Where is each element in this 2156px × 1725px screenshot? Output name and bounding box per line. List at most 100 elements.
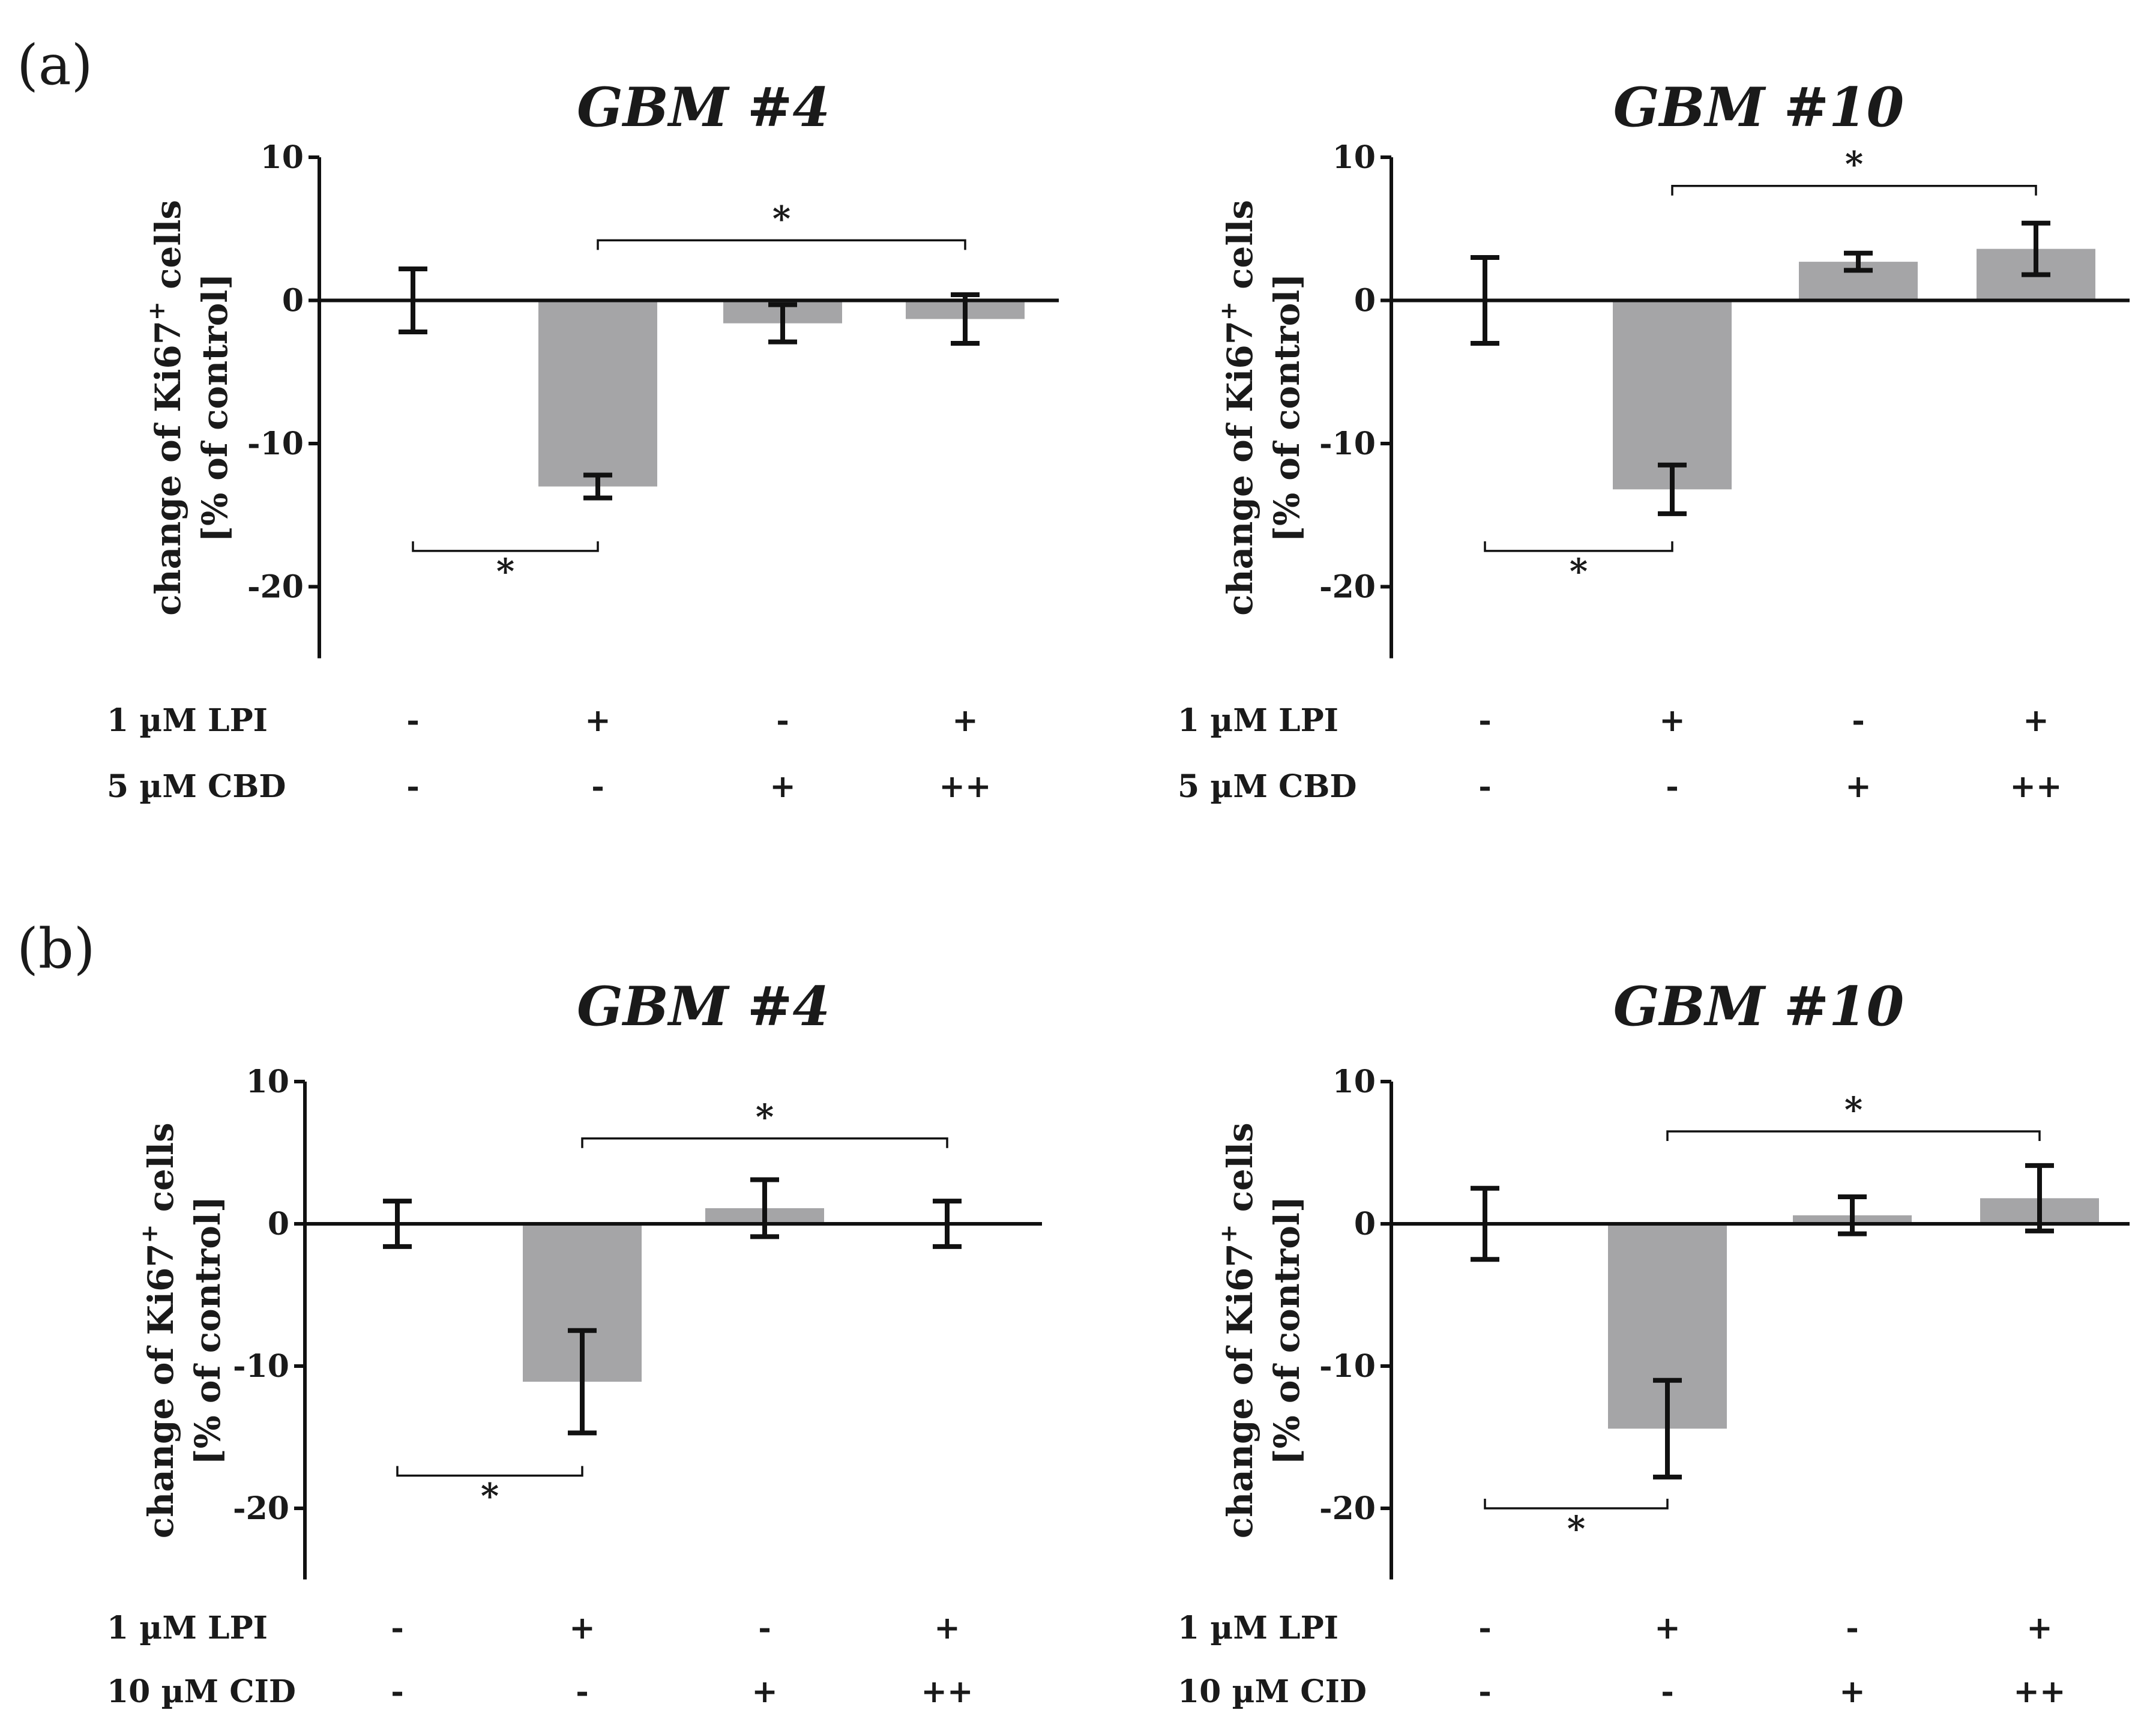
y-tick-label: -20 (1319, 1490, 1376, 1527)
significance-bracket (1484, 1499, 1669, 1510)
treatment-symbol: - (391, 1673, 404, 1710)
treatment-label: 10 µM CID (1178, 1673, 1367, 1710)
error-bar (1838, 1194, 1867, 1236)
error-bar (383, 1199, 412, 1249)
significance-star: * (1845, 144, 1863, 185)
error-bar (933, 1199, 962, 1249)
error-bar (1653, 1377, 1682, 1480)
y-tick-label: -20 (233, 1490, 289, 1527)
treatment-symbol: - (1846, 1610, 1859, 1646)
treatment-symbol: ++ (921, 1673, 973, 1710)
significance-star: * (1567, 1508, 1585, 1549)
significance-star: * (756, 1097, 774, 1137)
chart-title: GBM #10 (1613, 76, 1905, 139)
y-tick-label: -20 (1319, 569, 1376, 606)
treatment-symbol: - (1852, 702, 1865, 739)
treatment-symbol: + (934, 1610, 960, 1646)
y-tick-label: -20 (247, 569, 304, 606)
significance-bracket (581, 1137, 948, 1148)
y-tick-label: 10 (1332, 139, 1376, 176)
treatment-symbol: + (1845, 768, 1871, 805)
chart-4: GBM #10 10 0 -10 -20 change of Ki67+ cells[% … (1178, 975, 2130, 1710)
bar (538, 300, 657, 487)
treatment-label: 10 µM CID (107, 1673, 296, 1710)
y-tick-label: 0 (282, 283, 304, 319)
significance-star: * (1844, 1089, 1862, 1130)
treatment-symbol: + (1839, 1673, 1865, 1710)
treatment-symbol: - (406, 702, 420, 739)
treatment-symbol: + (1659, 702, 1685, 739)
error-bar (2022, 220, 2050, 277)
y-tick-label: -10 (247, 426, 304, 462)
treatment-symbol: + (2023, 702, 2049, 739)
significance-star: * (1570, 551, 1588, 592)
panel-label-a: (a) (17, 33, 93, 97)
error-bar (1844, 250, 1873, 273)
treatment-symbol: - (1478, 768, 1492, 805)
significance-bracket (1484, 541, 1673, 552)
treatment-symbol: + (952, 702, 978, 739)
chart-1: GBM #4 10 0 -10 -20 change of Ki67+ cells[% o… (107, 76, 1059, 805)
error-bar (1658, 462, 1687, 516)
y-tick-label: 0 (1354, 283, 1376, 319)
error-bar (399, 266, 427, 334)
chart-2: GBM #10 10 0 -10 -20 change of Ki67+ cells[% … (1178, 76, 2130, 805)
treatment-symbol: + (569, 1610, 595, 1646)
y-axis-label: change of Ki67+ cells[% of control] (1215, 200, 1307, 616)
y-tick-label: 0 (268, 1206, 289, 1242)
treatment-symbol: - (1478, 702, 1492, 739)
treatment-symbol: - (1478, 1610, 1492, 1646)
error-bar (768, 302, 797, 345)
treatment-symbol: - (576, 1673, 589, 1710)
y-axis-label: change of Ki67+ cells[% of control] (143, 200, 235, 616)
significance-bracket (396, 1466, 583, 1477)
treatment-symbol: - (391, 1610, 404, 1646)
error-bar (750, 1177, 779, 1239)
y-axis-label: change of Ki67+ cells[% of control] (1215, 1122, 1307, 1538)
y-tick-label: -10 (1319, 426, 1376, 462)
treatment-label: 5 µM CBD (107, 768, 286, 805)
error-bar (951, 292, 980, 346)
significance-bracket (1666, 1130, 2041, 1141)
error-bar (568, 1328, 597, 1436)
treatment-symbol: - (1478, 1673, 1492, 1710)
chart-title: GBM #4 (577, 76, 830, 139)
error-bar (2025, 1163, 2054, 1233)
treatment-symbol: + (585, 702, 611, 739)
significance-star: * (481, 1475, 499, 1516)
error-bar (1471, 1185, 1499, 1262)
treatment-symbol: - (758, 1610, 771, 1646)
treatment-symbol: - (406, 768, 420, 805)
treatment-label: 1 µM LPI (1178, 702, 1338, 739)
error-bar (583, 472, 612, 501)
y-tick-label: -10 (1319, 1348, 1376, 1385)
significance-star: * (496, 551, 514, 592)
significance-star: * (772, 198, 790, 239)
treatment-symbol: + (2026, 1610, 2053, 1646)
chart-title: GBM #4 (577, 975, 830, 1038)
treatment-label: 1 µM LPI (107, 702, 268, 739)
chart-title: GBM #10 (1613, 975, 1905, 1038)
y-tick-label: 10 (246, 1064, 289, 1100)
treatment-symbol: - (591, 768, 604, 805)
error-bar (1471, 254, 1499, 346)
y-tick-label: 10 (260, 139, 304, 176)
y-axis-label: change of Ki67+ cells[% of control] (136, 1122, 228, 1538)
treatment-label: 1 µM LPI (107, 1610, 268, 1646)
panel-label-b: (b) (17, 917, 95, 981)
treatment-symbol: ++ (2010, 768, 2062, 805)
y-tick-label: 0 (1354, 1206, 1376, 1242)
treatment-symbol: - (776, 702, 789, 739)
treatment-symbol: ++ (939, 768, 991, 805)
significance-bracket (412, 541, 599, 552)
significance-bracket (597, 239, 966, 250)
treatment-symbol: + (1654, 1610, 1681, 1646)
y-tick-label: 10 (1332, 1064, 1376, 1100)
significance-bracket (1671, 184, 2037, 196)
y-tick-label: -10 (233, 1348, 289, 1385)
treatment-label: 5 µM CBD (1178, 768, 1357, 805)
bar (1613, 300, 1732, 490)
treatment-symbol: - (1666, 768, 1679, 805)
